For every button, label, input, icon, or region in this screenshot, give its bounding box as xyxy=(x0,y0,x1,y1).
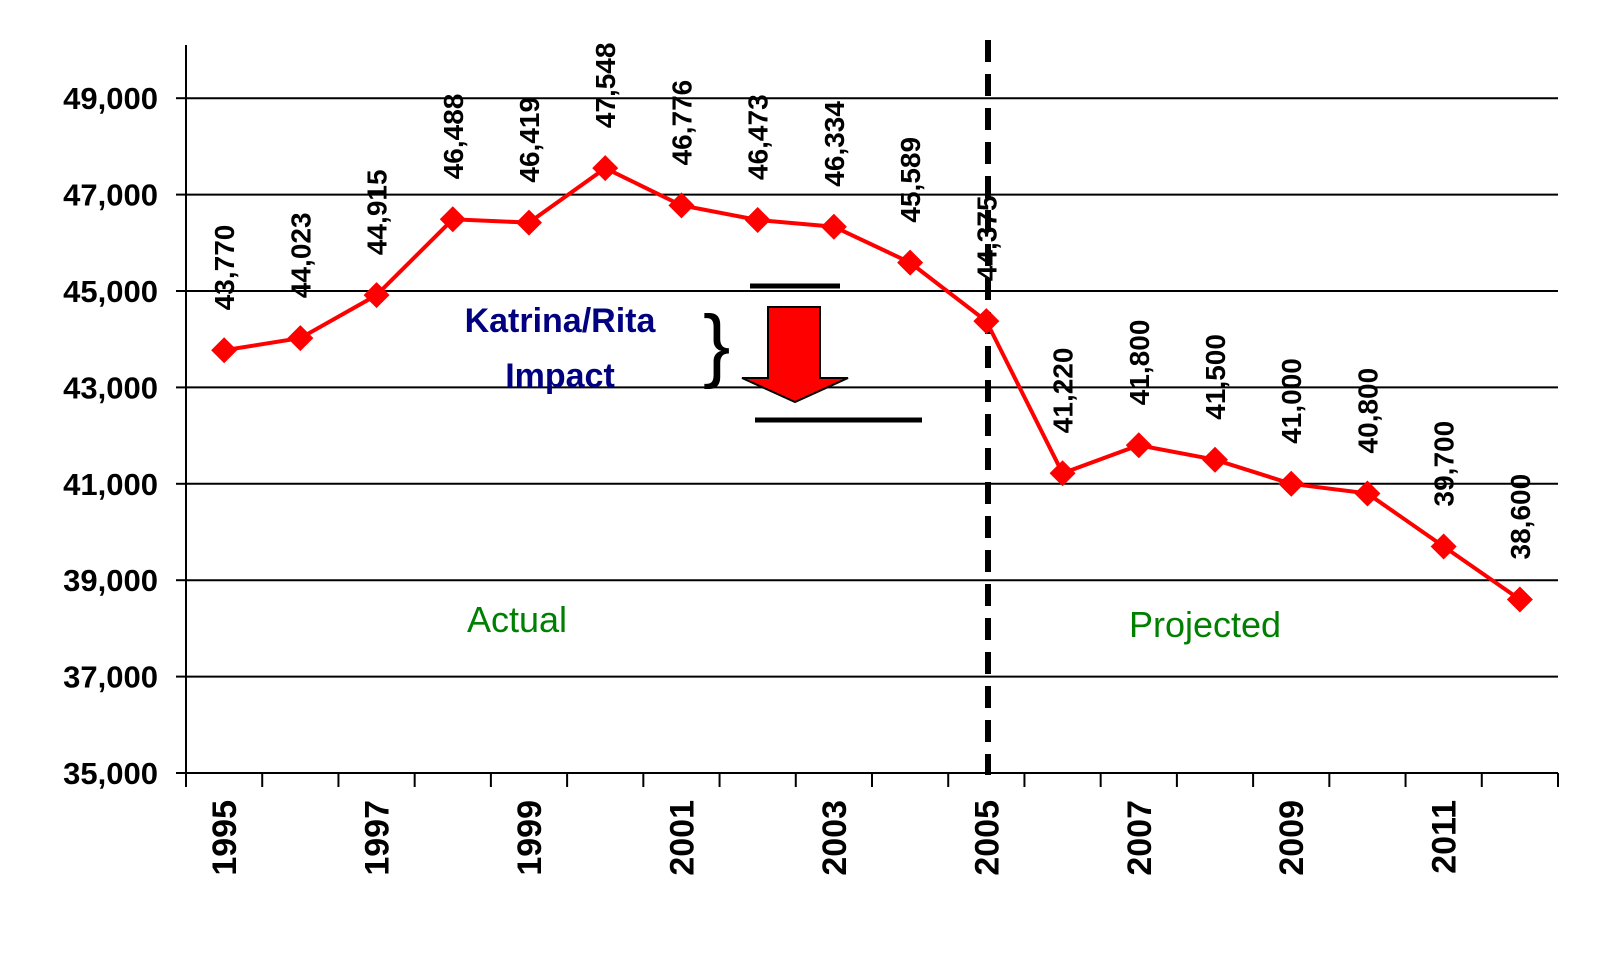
marker xyxy=(1354,480,1381,507)
marker xyxy=(363,282,390,309)
impact-arrow xyxy=(741,306,849,404)
marker xyxy=(1506,586,1533,613)
x-tick-label: 1999 xyxy=(511,800,549,876)
data-label: 45,589 xyxy=(895,137,926,223)
data-label: 41,220 xyxy=(1048,348,1079,434)
data-label: 44,375 xyxy=(971,195,1002,281)
data-label: 46,473 xyxy=(743,94,774,180)
data-label: 47,548 xyxy=(590,43,621,129)
marker xyxy=(1278,470,1305,497)
y-tick-label: 43,000 xyxy=(63,370,158,405)
data-label: 46,488 xyxy=(438,94,469,180)
marker xyxy=(744,207,771,234)
y-tick-label: 49,000 xyxy=(63,81,158,116)
marker xyxy=(1202,446,1228,473)
x-tick-label: 1997 xyxy=(359,800,397,876)
x-tick-label: 2007 xyxy=(1121,800,1159,876)
data-label: 46,334 xyxy=(819,101,850,187)
data-label: 43,770 xyxy=(209,225,240,311)
marker xyxy=(820,213,847,240)
data-label: 44,915 xyxy=(362,169,393,255)
x-tick-label: 2009 xyxy=(1273,800,1311,876)
annotation: Impact xyxy=(505,357,615,395)
annotation: Actual xyxy=(467,599,567,640)
data-label: 41,500 xyxy=(1200,334,1231,420)
marker xyxy=(592,155,619,182)
data-label: 44,023 xyxy=(285,212,316,298)
data-label: 46,419 xyxy=(514,97,545,183)
x-tick-label: 2003 xyxy=(816,800,854,876)
data-label: 41,000 xyxy=(1276,358,1307,444)
marker xyxy=(1125,432,1152,459)
annotation: Projected xyxy=(1129,604,1281,645)
marker xyxy=(1049,460,1076,487)
y-tick-label: 47,000 xyxy=(63,178,158,213)
data-label: 40,800 xyxy=(1352,368,1383,454)
y-tick-label: 41,000 xyxy=(63,467,158,502)
line xyxy=(223,165,1522,602)
data-label: 39,700 xyxy=(1429,421,1460,507)
x-tick-label: 2001 xyxy=(663,800,701,876)
marker xyxy=(1430,533,1457,560)
marker xyxy=(668,192,695,219)
marker xyxy=(516,209,542,236)
y-tick-label: 39,000 xyxy=(63,563,158,598)
data-label: 38,600 xyxy=(1505,474,1536,560)
data-label: 41,800 xyxy=(1124,320,1155,406)
x-tick-label: 2011 xyxy=(1426,800,1464,874)
marker xyxy=(211,337,238,364)
data-label: 46,776 xyxy=(666,80,697,166)
marker xyxy=(287,325,314,352)
y-tick-label: 35,000 xyxy=(63,756,158,791)
y-tick-label: 37,000 xyxy=(63,660,158,695)
x-tick-label: 1995 xyxy=(206,800,244,876)
marker xyxy=(973,308,1000,335)
y-tick-label: 45,000 xyxy=(63,274,158,309)
brace: } xyxy=(703,299,730,390)
marker xyxy=(897,249,924,276)
annotation: Katrina/Rita xyxy=(465,302,657,340)
marker xyxy=(439,206,466,233)
x-tick-label: 2005 xyxy=(968,800,1006,876)
